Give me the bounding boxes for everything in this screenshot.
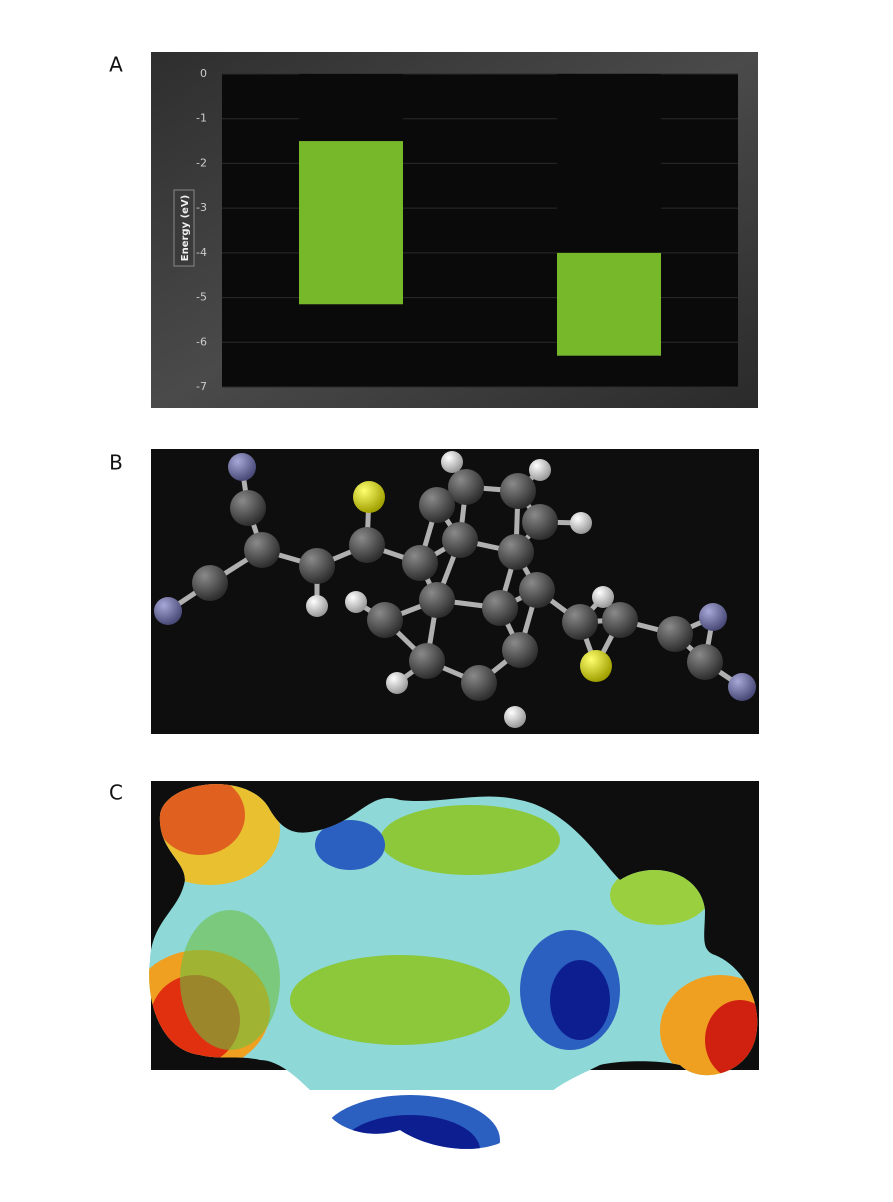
atom	[657, 616, 693, 652]
y-tick-label: -2	[196, 156, 207, 169]
y-tick-label: -5	[196, 291, 207, 304]
atom	[306, 595, 328, 617]
atom	[522, 504, 558, 540]
atom	[529, 459, 551, 481]
y-axis-title: Energy (eV)	[180, 195, 191, 261]
y-label-box: Energy (eV)	[174, 190, 194, 266]
y-tick-label: -6	[196, 335, 207, 348]
atom	[728, 673, 756, 701]
atom	[402, 545, 438, 581]
figure: A B C 0 -1 -2 -3 -4 -5 -6 -7 Energy (eV)	[0, 0, 893, 1198]
atom	[299, 548, 335, 584]
atom	[504, 706, 526, 728]
atom	[353, 481, 385, 513]
atom	[345, 591, 367, 613]
atom	[502, 632, 538, 668]
atom	[386, 672, 408, 694]
surface-zone	[550, 960, 610, 1040]
atom	[367, 602, 403, 638]
panel-label: B	[109, 451, 123, 475]
atom	[154, 597, 182, 625]
bar	[299, 141, 403, 304]
atom	[441, 451, 463, 473]
atom	[699, 603, 727, 631]
y-tick-label: -4	[196, 246, 207, 259]
atom	[570, 512, 592, 534]
atom	[442, 522, 478, 558]
surface-zone	[380, 805, 560, 875]
atom	[349, 527, 385, 563]
atom	[192, 565, 228, 601]
atom	[498, 534, 534, 570]
atom	[602, 602, 638, 638]
y-tick-label: -7	[196, 380, 207, 393]
atom	[419, 582, 455, 618]
atom	[562, 604, 598, 640]
atom	[409, 643, 445, 679]
atom	[500, 473, 536, 509]
atom	[244, 532, 280, 568]
bar	[557, 253, 661, 356]
atom	[230, 490, 266, 526]
atom	[687, 644, 723, 680]
y-tick-label: -1	[196, 112, 207, 125]
surface-zone	[180, 910, 280, 1050]
atom	[482, 590, 518, 626]
surface-zone	[340, 1115, 480, 1185]
panel-label: A	[109, 53, 123, 77]
y-tick-label: 0	[200, 67, 207, 80]
atom	[580, 650, 612, 682]
panel-label: C	[109, 781, 123, 805]
surface-zone	[290, 955, 510, 1045]
atom	[228, 453, 256, 481]
bar	[557, 74, 661, 253]
y-tick-label: -3	[196, 201, 207, 214]
page: {"panels": ["A", "B", "C"], "chart_data"…	[0, 0, 893, 1198]
atom	[461, 665, 497, 701]
bar	[299, 74, 403, 141]
atom	[519, 572, 555, 608]
atom	[419, 487, 455, 523]
